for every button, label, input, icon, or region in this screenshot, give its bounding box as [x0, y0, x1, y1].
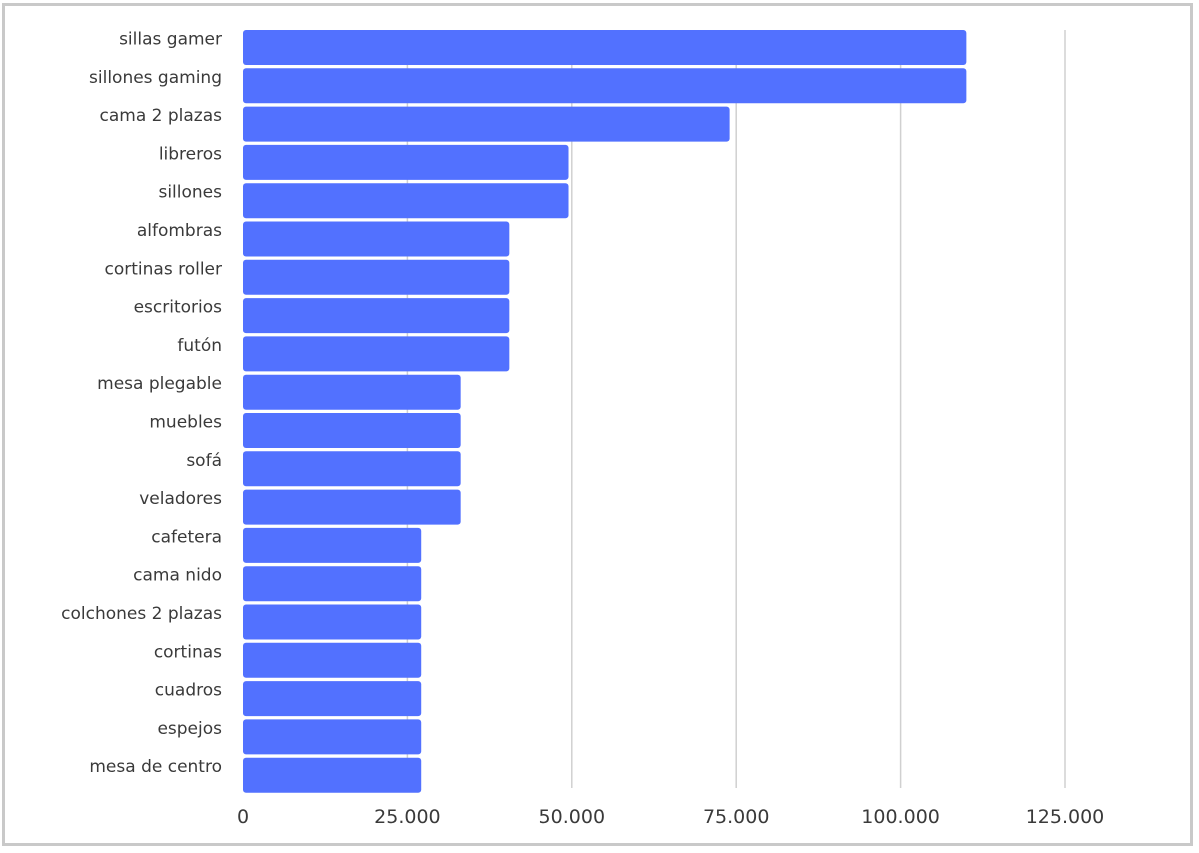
category-label: libreros — [159, 144, 222, 164]
category-label: espejos — [157, 719, 222, 739]
bar — [243, 527, 422, 563]
x-tick-label: 125.000 — [1026, 806, 1105, 828]
bar — [243, 719, 422, 755]
bar — [243, 336, 510, 372]
x-tick-label: 75.000 — [703, 806, 769, 828]
x-axis-tick-labels: 0 25.000 50.000 75.000 100.000 125.000 — [237, 806, 1104, 828]
category-labels: sillas gamer sillones gaming cama 2 plazas… — [61, 30, 222, 778]
category-label: sillones — [158, 183, 222, 203]
x-tick-label: 50.000 — [539, 806, 605, 828]
bar — [243, 183, 569, 219]
x-tick-label: 25.000 — [374, 806, 440, 828]
category-label: cortinas — [154, 642, 222, 662]
category-label: veladores — [139, 489, 222, 509]
category-label: cama 2 plazas — [100, 106, 223, 126]
bar — [243, 681, 422, 717]
bar — [243, 451, 461, 487]
bar — [243, 298, 510, 334]
category-label: cortinas roller — [105, 259, 223, 279]
category-label: mesa plegable — [97, 374, 222, 394]
bar — [243, 489, 461, 525]
category-label: sofá — [186, 451, 222, 471]
category-label: cuadros — [155, 681, 222, 701]
bars — [243, 30, 967, 793]
bar — [243, 642, 422, 678]
chart-frame — [2, 3, 1193, 846]
category-label: alfombras — [137, 221, 222, 241]
category-label: colchones 2 plazas — [61, 604, 222, 624]
bar — [243, 374, 461, 410]
bar — [243, 259, 510, 295]
bar — [243, 604, 422, 640]
bar — [243, 757, 422, 793]
category-label: cama nido — [133, 566, 222, 586]
bar — [243, 106, 730, 142]
category-label: sillones gaming — [89, 68, 222, 88]
gridlines — [406, 30, 1066, 788]
category-label: cafetera — [151, 527, 222, 547]
category-label: sillas gamer — [119, 30, 222, 50]
bar — [243, 68, 967, 104]
category-label: mesa de centro — [89, 757, 222, 777]
bar — [243, 30, 967, 65]
category-label: muebles — [149, 413, 222, 433]
bar — [243, 566, 422, 602]
category-label: futón — [177, 336, 222, 356]
bar — [243, 413, 461, 448]
x-tick-label: 100.000 — [861, 806, 940, 828]
bar — [243, 144, 569, 180]
bar — [243, 221, 510, 257]
category-label: escritorios — [134, 298, 223, 318]
x-tick-label: 0 — [237, 806, 249, 828]
